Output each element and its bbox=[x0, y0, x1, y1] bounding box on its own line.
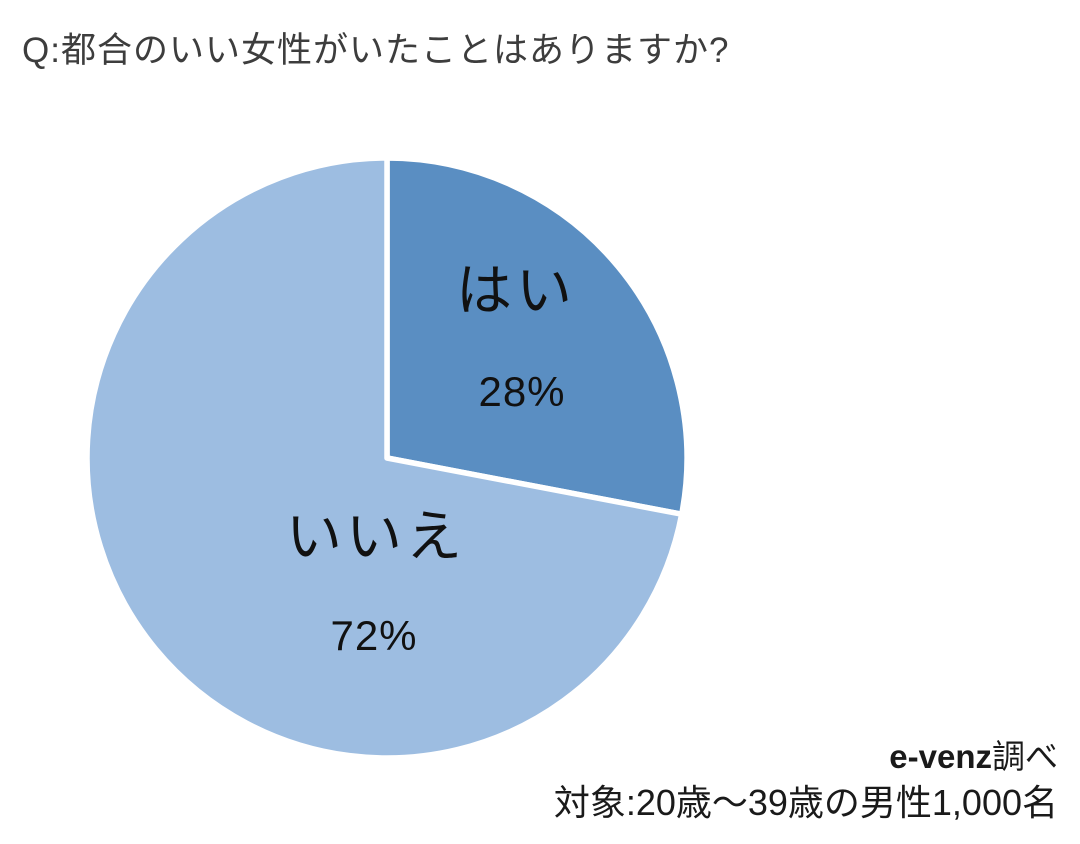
slice-label-yes: はい bbox=[456, 259, 576, 322]
slice-percent-yes: 28% bbox=[478, 368, 566, 415]
pie-slice-いいえ bbox=[84, 155, 685, 761]
source-brand-suffix: 調べ bbox=[992, 738, 1058, 775]
source-credit: e-venz調べ bbox=[554, 737, 1058, 777]
source-attribution: e-venz調べ 対象:20歳〜39歳の男性1,000名 bbox=[554, 737, 1058, 824]
chart-title: Q:都合のいい女性がいたことはありますか? bbox=[22, 31, 730, 70]
source-brand: e-venz bbox=[889, 738, 992, 775]
pie-slice-はい bbox=[384, 155, 690, 517]
source-target: 対象:20歳〜39歳の男性1,000名 bbox=[553, 781, 1058, 823]
slice-percent-no: 72% bbox=[330, 612, 418, 659]
slice-label-no: いいえ bbox=[286, 505, 466, 568]
